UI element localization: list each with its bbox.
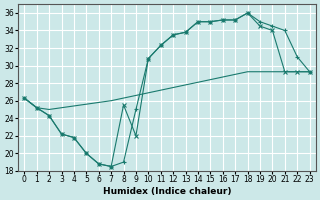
X-axis label: Humidex (Indice chaleur): Humidex (Indice chaleur) [103, 187, 231, 196]
